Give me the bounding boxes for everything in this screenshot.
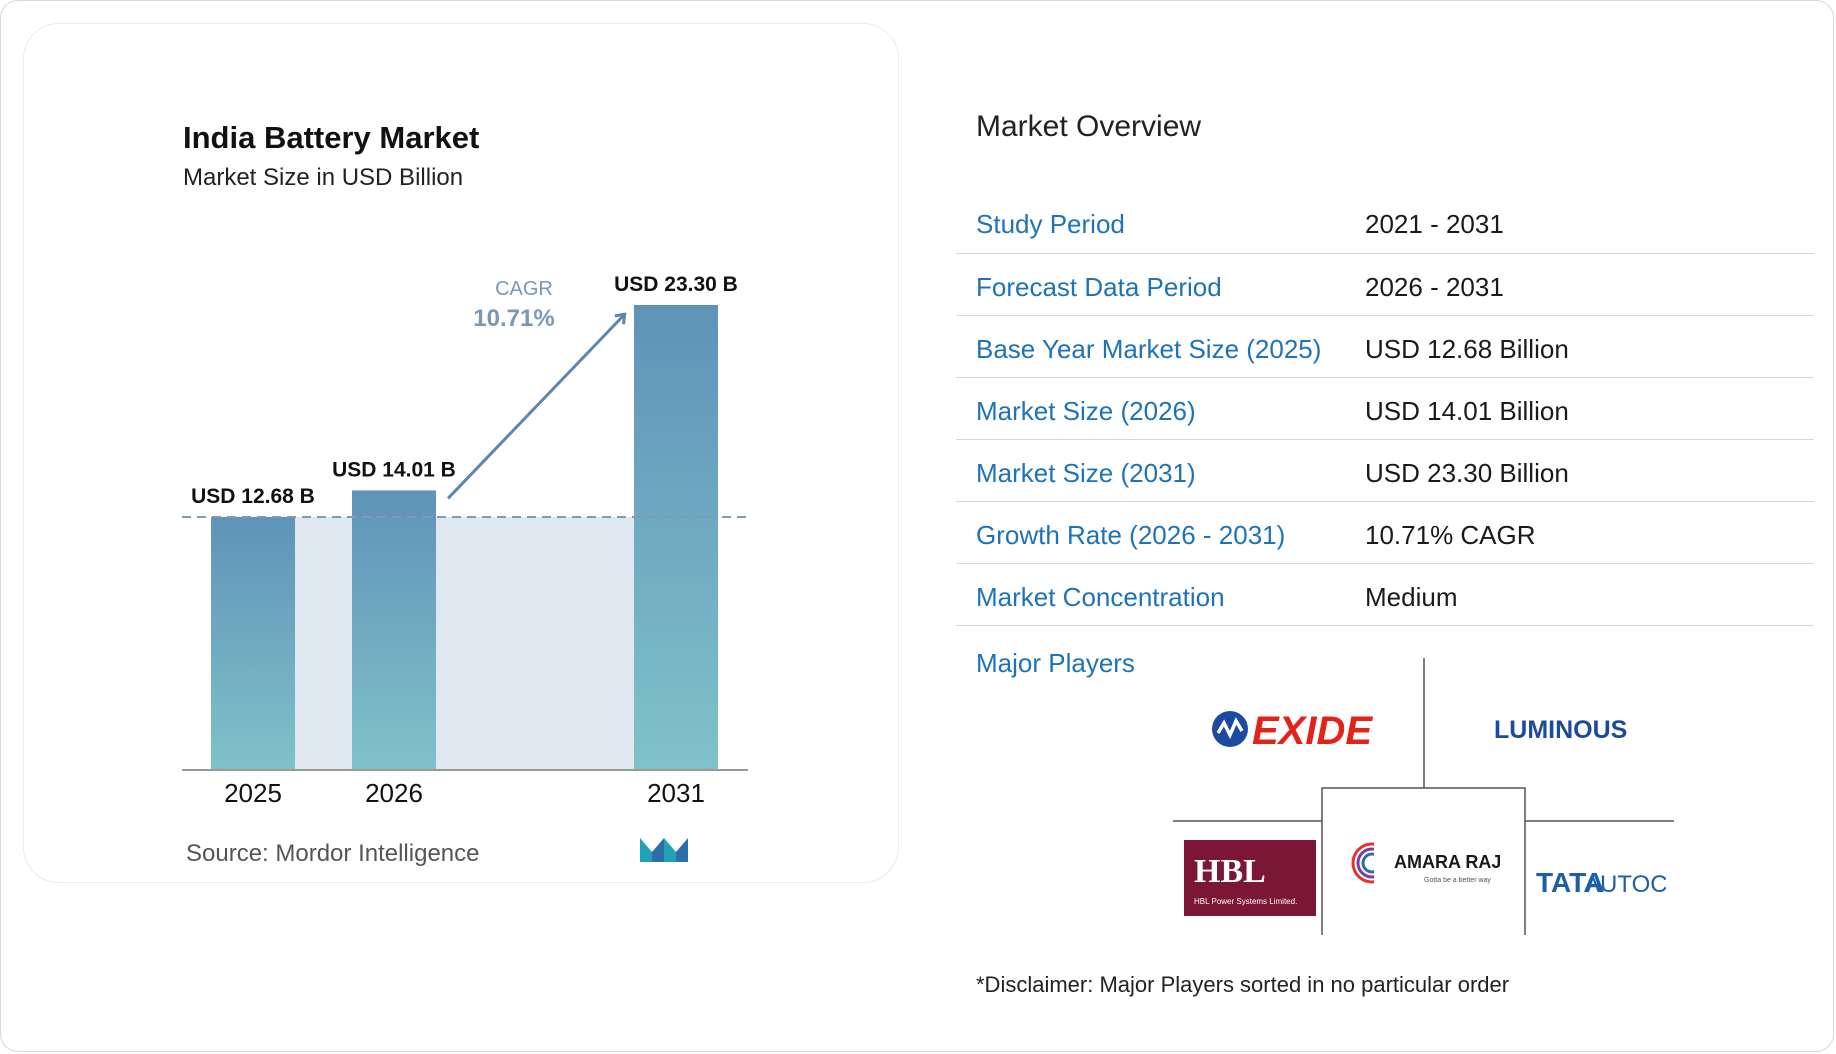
overview-value: 2026 - 2031 — [1365, 272, 1504, 302]
major-players-label: Major Players — [976, 648, 1135, 678]
overview-value: 10.71% CAGR — [1365, 520, 1536, 550]
data-label-2026: USD 14.01 B — [332, 458, 456, 481]
bar-2026 — [352, 490, 436, 770]
overview-label: Market Size (2031) — [976, 458, 1196, 488]
source-text: Source: Mordor Intelligence — [186, 840, 480, 867]
cagr-arrow — [446, 315, 624, 500]
amara-raja-tagline: Gotta be a better way — [1424, 877, 1491, 884]
chart-subtitle: Market Size in USD Billion — [183, 164, 464, 191]
autocomp-logo-text: AUTOCOMP — [1584, 871, 1666, 898]
overview-table: Study Period 2021 - 2031 Forecast Data P… — [956, 191, 1814, 626]
tata-autocomp-logo: TATA AUTOCOMP — [1536, 867, 1666, 898]
disclaimer: *Disclaimer: Major Players sorted in no … — [976, 972, 1510, 997]
cagr-value: 10.71% — [473, 305, 554, 332]
overview-value: Medium — [1365, 582, 1458, 612]
bar-chart: USD 12.68 B 2025 USD 14.01 B 2026 USD 23.30 … — [182, 273, 752, 808]
overview-label: Study Period — [976, 209, 1125, 239]
exide-logo-text: EXIDE — [1252, 709, 1373, 752]
x-tick-2031: 2031 — [647, 778, 705, 808]
chart-title: India Battery Market — [183, 120, 480, 155]
overview-row: Market Concentration Medium — [956, 564, 1814, 626]
x-tick-2025: 2025 — [224, 778, 282, 808]
cagr-label: CAGR — [495, 278, 553, 300]
overview-row: Market Size (2031) USD 23.30 Billion — [956, 440, 1814, 502]
overview-label: Growth Rate (2026 - 2031) — [976, 520, 1286, 550]
overview-value: USD 12.68 Billion — [1365, 334, 1569, 364]
hbl-logo-background — [1184, 840, 1316, 916]
exide-logo: EXIDE — [1212, 709, 1373, 752]
overview-row: Growth Rate (2026 - 2031) 10.71% CAGR — [956, 502, 1814, 564]
overview-label: Base Year Market Size (2025) — [976, 334, 1322, 364]
overview-value: USD 14.01 Billion — [1365, 396, 1569, 426]
data-label-2031: USD 23.30 B — [614, 273, 738, 296]
overview-row: Market Size (2026) USD 14.01 Billion — [956, 378, 1814, 440]
overview-value: USD 23.30 Billion — [1365, 458, 1569, 488]
luminous-logo: LUMINOUS — [1494, 716, 1627, 744]
overview-label: Forecast Data Period — [976, 272, 1222, 302]
overview-label: Market Size (2026) — [976, 396, 1196, 426]
luminous-logo-text: LUMINOUS — [1494, 716, 1627, 744]
bar-2031 — [634, 305, 718, 770]
overview-row: Base Year Market Size (2025) USD 12.68 B… — [956, 316, 1814, 378]
amara-raja-logo-text: AMARA RAJA — [1394, 852, 1500, 872]
x-tick-2026: 2026 — [365, 778, 423, 808]
hbl-logo-text: HBL — [1194, 853, 1266, 890]
overview-value: 2021 - 2031 — [1365, 209, 1504, 239]
hbl-logo: HBL HBL Power Systems Limited. — [1184, 840, 1316, 916]
amara-raja-logo: AMARA RAJA Gotta be a better way — [1351, 838, 1500, 888]
mordor-intelligence-logo — [640, 838, 688, 862]
overview-row: Forecast Data Period 2026 - 2031 — [956, 254, 1814, 316]
bar-2025 — [211, 516, 295, 770]
hbl-logo-subtext: HBL Power Systems Limited. — [1194, 897, 1297, 906]
overview-title: Market Overview — [976, 110, 1202, 143]
overview-row: Study Period 2021 - 2031 — [956, 191, 1814, 254]
overview-label: Market Concentration — [976, 582, 1225, 612]
tata-logo-text: TATA — [1536, 867, 1604, 898]
data-label-2025: USD 12.68 B — [191, 485, 315, 508]
